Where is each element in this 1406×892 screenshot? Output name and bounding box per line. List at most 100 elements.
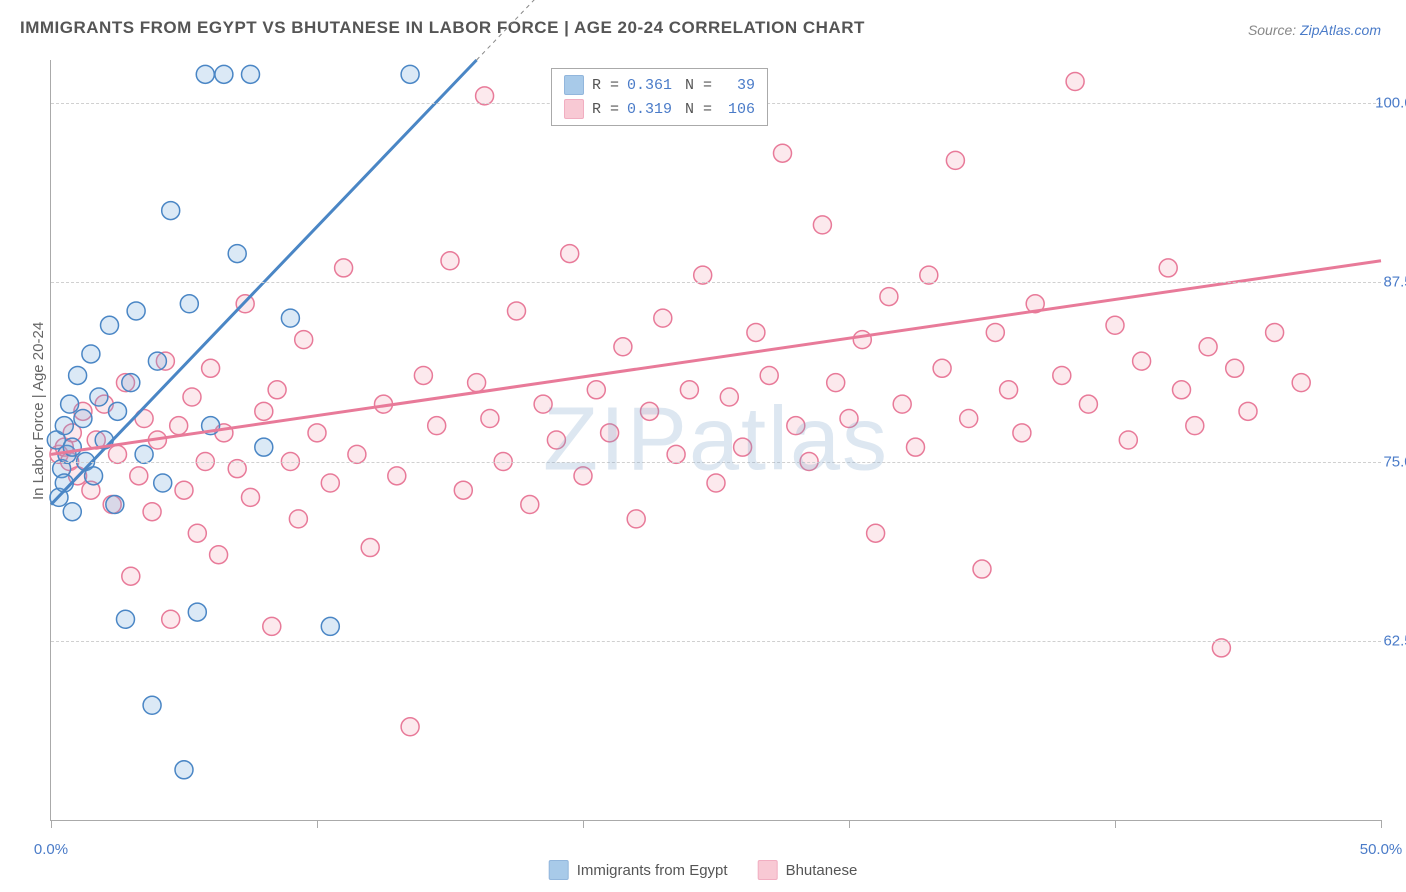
legend-swatch xyxy=(758,860,778,880)
data-point xyxy=(122,374,140,392)
data-point xyxy=(508,302,526,320)
data-point xyxy=(215,65,233,83)
data-point xyxy=(321,617,339,635)
source-prefix-text: Source: xyxy=(1248,22,1300,38)
data-point xyxy=(614,338,632,356)
y-axis-title: In Labor Force | Age 20-24 xyxy=(30,322,47,500)
data-point xyxy=(1013,424,1031,442)
data-point xyxy=(143,696,161,714)
data-point xyxy=(1133,352,1151,370)
data-point xyxy=(148,352,166,370)
data-point xyxy=(1226,359,1244,377)
y-axis-label: 100.0% xyxy=(1375,95,1406,112)
data-point xyxy=(1159,259,1177,277)
r-value: 0.319 xyxy=(627,101,677,118)
data-point xyxy=(907,438,925,456)
data-point xyxy=(1239,402,1257,420)
x-tick xyxy=(1115,820,1116,828)
legend-correlation-box: R =0.361N =39R =0.319N =106 xyxy=(551,68,768,126)
plot-area: 62.5%75.0%87.5%100.0% 0.0%50.0% R =0.361… xyxy=(50,60,1381,821)
data-point xyxy=(893,395,911,413)
data-point xyxy=(547,431,565,449)
data-point xyxy=(170,417,188,435)
data-point xyxy=(601,424,619,442)
data-point xyxy=(414,366,432,384)
data-point xyxy=(162,610,180,628)
data-point xyxy=(986,323,1004,341)
y-axis-label: 62.5% xyxy=(1383,632,1406,649)
data-point xyxy=(973,560,991,578)
chart-svg xyxy=(51,60,1381,820)
data-point xyxy=(840,409,858,427)
data-point xyxy=(654,309,672,327)
data-point xyxy=(454,481,472,499)
data-point xyxy=(707,474,725,492)
source-link[interactable]: ZipAtlas.com xyxy=(1300,22,1381,38)
data-point xyxy=(933,359,951,377)
data-point xyxy=(960,409,978,427)
data-point xyxy=(853,331,871,349)
data-point xyxy=(281,309,299,327)
data-point xyxy=(1066,73,1084,91)
data-point xyxy=(1000,381,1018,399)
legend-swatch xyxy=(564,75,584,95)
data-point xyxy=(82,345,100,363)
legend-swatch xyxy=(564,99,584,119)
data-point xyxy=(188,524,206,542)
r-value: 0.361 xyxy=(627,77,677,94)
data-point xyxy=(521,496,539,514)
x-tick xyxy=(317,820,318,828)
data-point xyxy=(122,567,140,585)
x-tick xyxy=(849,820,850,828)
y-axis-label: 87.5% xyxy=(1383,274,1406,291)
data-point xyxy=(1079,395,1097,413)
source-attribution: Source: ZipAtlas.com xyxy=(1248,22,1381,38)
data-point xyxy=(441,252,459,270)
data-point xyxy=(401,718,419,736)
data-point xyxy=(561,245,579,263)
data-point xyxy=(321,474,339,492)
data-point xyxy=(242,65,260,83)
data-point xyxy=(183,388,201,406)
data-point xyxy=(175,761,193,779)
data-point xyxy=(720,388,738,406)
data-point xyxy=(127,302,145,320)
x-tick xyxy=(51,820,52,828)
data-point xyxy=(428,417,446,435)
data-point xyxy=(867,524,885,542)
data-point xyxy=(289,510,307,528)
data-point xyxy=(188,603,206,621)
data-point xyxy=(268,381,286,399)
r-label: R = xyxy=(592,77,619,94)
data-point xyxy=(946,151,964,169)
legend-series: Immigrants from EgyptBhutanese xyxy=(549,860,858,880)
legend-series-item: Bhutanese xyxy=(758,860,858,880)
data-point xyxy=(143,503,161,521)
data-point xyxy=(255,438,273,456)
data-point xyxy=(774,144,792,162)
data-point xyxy=(760,366,778,384)
n-value: 106 xyxy=(720,101,755,118)
x-tick xyxy=(1381,820,1382,828)
x-tick xyxy=(583,820,584,828)
data-point xyxy=(587,381,605,399)
data-point xyxy=(813,216,831,234)
data-point xyxy=(734,438,752,456)
data-point xyxy=(106,496,124,514)
data-point xyxy=(180,295,198,313)
data-point xyxy=(308,424,326,442)
gridline-h xyxy=(51,641,1381,642)
data-point xyxy=(242,488,260,506)
data-point xyxy=(401,65,419,83)
data-point xyxy=(295,331,313,349)
x-axis-label: 0.0% xyxy=(34,841,68,858)
data-point xyxy=(175,481,193,499)
data-point xyxy=(880,288,898,306)
data-point xyxy=(85,467,103,485)
data-point xyxy=(627,510,645,528)
data-point xyxy=(388,467,406,485)
data-point xyxy=(228,245,246,263)
legend-stat-row: R =0.361N =39 xyxy=(564,73,755,97)
data-point xyxy=(263,617,281,635)
legend-stat-row: R =0.319N =106 xyxy=(564,97,755,121)
